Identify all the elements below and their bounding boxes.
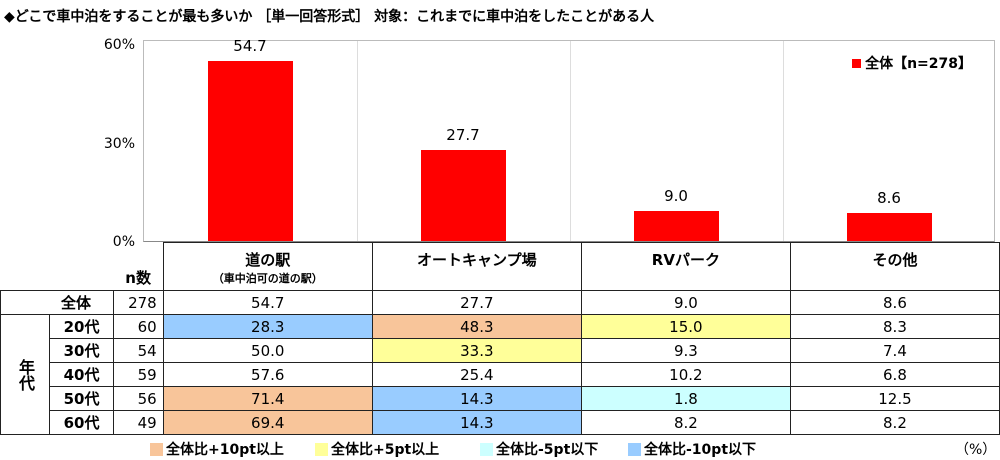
table-row: 50代 56 71.4 14.3 1.8 12.5 <box>1 386 1000 411</box>
highlight-legend-item: 全体比-5pt以下 <box>480 439 598 459</box>
legend: 全体【n=278】 <box>852 53 972 73</box>
table-row: 60代 49 69.4 14.3 8.2 8.2 <box>1 410 1000 435</box>
y-tick-label: 60% <box>103 37 135 53</box>
bar-0 <box>208 61 293 241</box>
n-cell: 59 <box>113 362 164 387</box>
value-cell: 14.3 <box>371 410 582 435</box>
gridline <box>570 41 571 241</box>
value-cell: 48.3 <box>371 314 582 339</box>
value-cell: 15.0 <box>580 314 791 339</box>
table-row: 全体 278 54.7 27.7 9.0 8.6 <box>0 290 1000 315</box>
n-header: n数 <box>113 242 164 291</box>
value-cell: 57.6 <box>162 362 373 387</box>
row-label: 60代 <box>48 410 115 435</box>
value-cell: 69.4 <box>162 410 373 435</box>
column-label: 道の駅 <box>245 251 291 269</box>
swatch <box>315 442 328 456</box>
legend-label: 全体比-10pt以下 <box>644 442 757 458</box>
value-cell: 7.4 <box>789 338 1000 363</box>
n-cell: 278 <box>113 290 164 315</box>
swatch <box>150 442 163 456</box>
value-cell: 8.6 <box>789 290 1000 315</box>
value-cell: 9.0 <box>580 290 791 315</box>
legend-label: 全体比+10pt以上 <box>166 442 284 458</box>
legend-label: 全体比-5pt以下 <box>496 442 599 458</box>
value-cell: 25.4 <box>371 362 582 387</box>
value-cell: 27.7 <box>371 290 582 315</box>
swatch <box>480 442 493 456</box>
table-row: 30代 54 50.0 33.3 9.3 7.4 <box>1 338 1000 363</box>
value-cell: 6.8 <box>789 362 1000 387</box>
highlight-legend-item: 全体比+10pt以上 <box>150 439 284 459</box>
highlight-legend-item: 全体比-10pt以下 <box>628 439 756 459</box>
column-header: 道の駅 （車中泊可の道の駅） <box>162 242 373 291</box>
legend-label: 全体比+5pt以上 <box>331 442 440 458</box>
value-cell: 1.8 <box>580 386 791 411</box>
value-cell: 50.0 <box>162 338 373 363</box>
column-label: オートキャンプ場 <box>417 251 537 269</box>
value-cell: 12.5 <box>789 386 1000 411</box>
table-row: 年代 20代 60 28.3 48.3 15.0 8.3 <box>0 314 1000 435</box>
chart-title: ◆どこで車中泊をすることが最も多いか ［単一回答形式］ 対象：これまでに車中泊を… <box>4 9 655 25</box>
gridline <box>357 41 358 241</box>
n-cell: 49 <box>113 410 164 435</box>
data-label: 54.7 <box>233 37 267 56</box>
data-table: n数 道の駅 （車中泊可の道の駅） オートキャンプ場 RVパーク その他全体 278 54.7… <box>0 242 1000 435</box>
row-label: 50代 <box>48 386 115 411</box>
highlight-legend: 全体比+10pt以上 全体比+5pt以上 全体比-5pt以下 全体比-10pt以下 （%… <box>0 439 1000 459</box>
column-header: オートキャンプ場 <box>371 242 582 291</box>
n-cell: 56 <box>113 386 164 411</box>
row-label: 30代 <box>48 338 115 363</box>
n-cell: 60 <box>113 314 164 339</box>
bar-2 <box>634 211 719 241</box>
legend-swatch <box>852 58 862 68</box>
row-label: 20代 <box>48 314 115 339</box>
column-header: その他 <box>789 242 1000 291</box>
unit-label: （%） <box>955 442 997 458</box>
data-label: 27.7 <box>446 126 480 145</box>
value-cell: 33.3 <box>371 338 582 363</box>
value-cell: 28.3 <box>162 314 373 339</box>
column-header: RVパーク <box>580 242 791 291</box>
bar-3 <box>847 212 932 241</box>
swatch <box>628 442 641 456</box>
value-cell: 8.2 <box>789 410 1000 435</box>
column-sublabel: （車中泊可の道の駅） <box>212 272 323 285</box>
row-label: 全体 <box>0 290 115 315</box>
plot-area: 全体【n=278】 54.7 27.7 9.0 8.6 <box>143 37 995 242</box>
y-tick-label: 30% <box>103 135 135 152</box>
gridline <box>783 41 784 241</box>
row-label: 40代 <box>48 362 115 387</box>
group-label: 年代 <box>0 314 50 435</box>
table-row: 40代 59 57.6 25.4 10.2 6.8 <box>1 362 1000 387</box>
data-label: 8.6 <box>877 188 901 207</box>
highlight-legend-item: 全体比+5pt以上 <box>315 439 439 459</box>
legend-label: 全体【n=278】 <box>865 56 972 72</box>
value-cell: 54.7 <box>162 290 373 315</box>
value-cell: 8.2 <box>580 410 791 435</box>
bar-1 <box>421 150 506 241</box>
value-cell: 71.4 <box>162 386 373 411</box>
n-cell: 54 <box>113 338 164 363</box>
value-cell: 9.3 <box>580 338 791 363</box>
column-label: その他 <box>872 251 918 269</box>
value-cell: 8.3 <box>789 314 1000 339</box>
value-cell: 10.2 <box>580 362 791 387</box>
column-label: RVパーク <box>651 251 720 269</box>
value-cell: 14.3 <box>371 386 582 411</box>
data-label: 9.0 <box>664 187 688 206</box>
